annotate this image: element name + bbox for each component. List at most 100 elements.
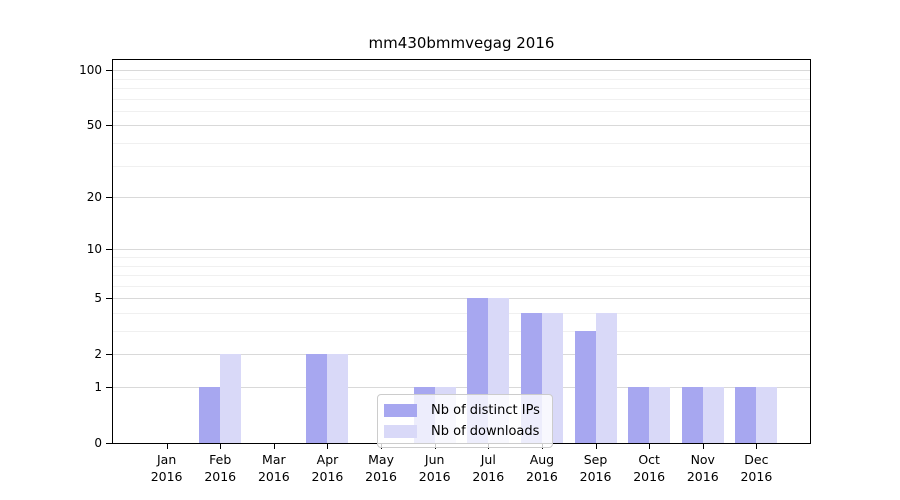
x-tick-month: Aug bbox=[529, 452, 555, 467]
legend-entry: Nb of downloads bbox=[384, 421, 540, 442]
y-tick-mark bbox=[106, 443, 112, 444]
y-minor-gridline bbox=[113, 265, 810, 267]
y-tick-mark bbox=[106, 298, 112, 300]
y-tick-label: 20 bbox=[86, 190, 102, 205]
x-tick-label: May 2016 bbox=[351, 451, 411, 485]
x-tick-month: Mar bbox=[262, 452, 286, 467]
x-tick-year: 2016 bbox=[257, 469, 290, 484]
x-tick-mark bbox=[273, 444, 275, 449]
bar-nb-of-distinct-ips bbox=[681, 387, 703, 443]
x-tick-month: Jan bbox=[156, 452, 177, 467]
y-tick-label: 0 bbox=[94, 436, 102, 450]
x-tick-month: Apr bbox=[316, 452, 339, 467]
x-tick-label: Feb 2016 bbox=[190, 451, 250, 485]
x-tick-mark bbox=[166, 444, 168, 449]
y-tick-mark bbox=[106, 249, 112, 251]
y-minor-gridline bbox=[113, 88, 810, 90]
y-major-gridline bbox=[113, 354, 810, 356]
x-tick-label: Oct 2016 bbox=[619, 451, 679, 485]
bar-nb-of-distinct-ips bbox=[306, 354, 328, 443]
x-tick-label: Aug 2016 bbox=[512, 451, 572, 485]
y-minor-gridline bbox=[113, 285, 810, 287]
bar-nb-of-distinct-ips bbox=[628, 387, 650, 443]
x-tick-month: May bbox=[368, 452, 394, 467]
bar-nb-of-distinct-ips bbox=[199, 387, 221, 443]
x-tick-mark bbox=[649, 444, 651, 449]
x-tick-mark bbox=[327, 444, 329, 449]
x-tick-label: Nov 2016 bbox=[673, 451, 733, 485]
y-tick-label: 50 bbox=[86, 118, 102, 133]
bar-nb-of-downloads bbox=[756, 387, 778, 443]
x-tick-label: Jun 2016 bbox=[405, 451, 465, 485]
bar-nb-of-distinct-ips bbox=[574, 331, 596, 443]
x-tick-mark bbox=[595, 444, 597, 449]
chart-title: mm430bmmvegag 2016 bbox=[368, 34, 555, 52]
y-minor-gridline bbox=[113, 331, 810, 333]
x-tick-label: Mar 2016 bbox=[244, 451, 304, 485]
x-tick-mark bbox=[702, 444, 704, 449]
y-minor-gridline bbox=[113, 165, 810, 167]
y-minor-gridline bbox=[113, 110, 810, 112]
x-tick-label: Dec 2016 bbox=[726, 451, 786, 485]
y-major-gridline bbox=[113, 298, 810, 300]
x-tick-mark bbox=[756, 444, 758, 449]
y-tick-label: 10 bbox=[86, 242, 102, 257]
bar-nb-of-downloads bbox=[702, 387, 724, 443]
x-tick-label: Jul 2016 bbox=[458, 451, 518, 485]
x-tick-month: Jul bbox=[480, 452, 496, 467]
y-tick-label: 2 bbox=[94, 347, 102, 362]
bar-nb-of-distinct-ips bbox=[735, 387, 757, 443]
y-tick-mark bbox=[106, 197, 112, 199]
x-tick-label: Sep 2016 bbox=[566, 451, 626, 485]
y-minor-gridline bbox=[113, 313, 810, 315]
x-tick-label: Jan 2016 bbox=[137, 451, 197, 485]
x-tick-year: 2016 bbox=[365, 469, 397, 484]
y-minor-gridline bbox=[113, 257, 810, 259]
legend-swatch bbox=[384, 404, 417, 417]
x-tick-month: Jun bbox=[424, 452, 445, 467]
legend-swatch bbox=[384, 425, 417, 438]
y-minor-gridline bbox=[113, 98, 810, 100]
x-tick-year: 2016 bbox=[311, 469, 344, 484]
bar-nb-of-downloads bbox=[327, 354, 349, 443]
bar-nb-of-downloads bbox=[220, 354, 242, 443]
x-tick-year: 2016 bbox=[418, 469, 451, 484]
x-tick-label: Apr 2016 bbox=[297, 451, 357, 485]
y-minor-gridline bbox=[113, 78, 810, 80]
bar-nb-of-downloads bbox=[595, 313, 617, 443]
x-tick-year: 2016 bbox=[633, 469, 666, 484]
x-tick-year: 2016 bbox=[204, 469, 237, 484]
y-tick-mark bbox=[106, 70, 112, 72]
legend-entry: Nb of distinct IPs bbox=[384, 400, 540, 421]
x-tick-mark bbox=[220, 444, 222, 449]
y-major-gridline bbox=[113, 249, 810, 251]
x-tick-month: Dec bbox=[744, 452, 769, 467]
x-tick-year: 2016 bbox=[740, 469, 773, 484]
x-tick-year: 2016 bbox=[526, 469, 558, 484]
x-tick-year: 2016 bbox=[150, 469, 183, 484]
y-major-gridline bbox=[113, 387, 810, 389]
y-tick-label: 100 bbox=[79, 63, 102, 78]
y-minor-gridline bbox=[113, 275, 810, 277]
y-major-gridline bbox=[113, 197, 810, 199]
x-tick-year: 2016 bbox=[472, 469, 505, 484]
x-tick-month: Nov bbox=[690, 452, 715, 467]
y-tick-mark bbox=[106, 387, 112, 389]
y-minor-gridline bbox=[113, 143, 810, 145]
y-tick-label: 5 bbox=[94, 291, 102, 306]
y-tick-mark bbox=[106, 125, 112, 127]
legend-label: Nb of distinct IPs bbox=[431, 403, 540, 418]
y-tick-mark bbox=[106, 354, 112, 356]
y-tick-label: 1 bbox=[94, 380, 102, 395]
y-major-gridline bbox=[113, 70, 810, 72]
legend-label: Nb of downloads bbox=[431, 424, 540, 439]
x-tick-month: Feb bbox=[209, 452, 232, 467]
x-tick-year: 2016 bbox=[579, 469, 612, 484]
y-major-gridline bbox=[113, 125, 810, 127]
x-tick-month: Sep bbox=[583, 452, 608, 467]
legend: Nb of distinct IPs Nb of downloads bbox=[377, 394, 553, 448]
bar-nb-of-downloads bbox=[649, 387, 671, 443]
x-tick-month: Oct bbox=[638, 452, 660, 467]
plot-area: Nb of distinct IPs Nb of downloads bbox=[112, 59, 811, 448]
